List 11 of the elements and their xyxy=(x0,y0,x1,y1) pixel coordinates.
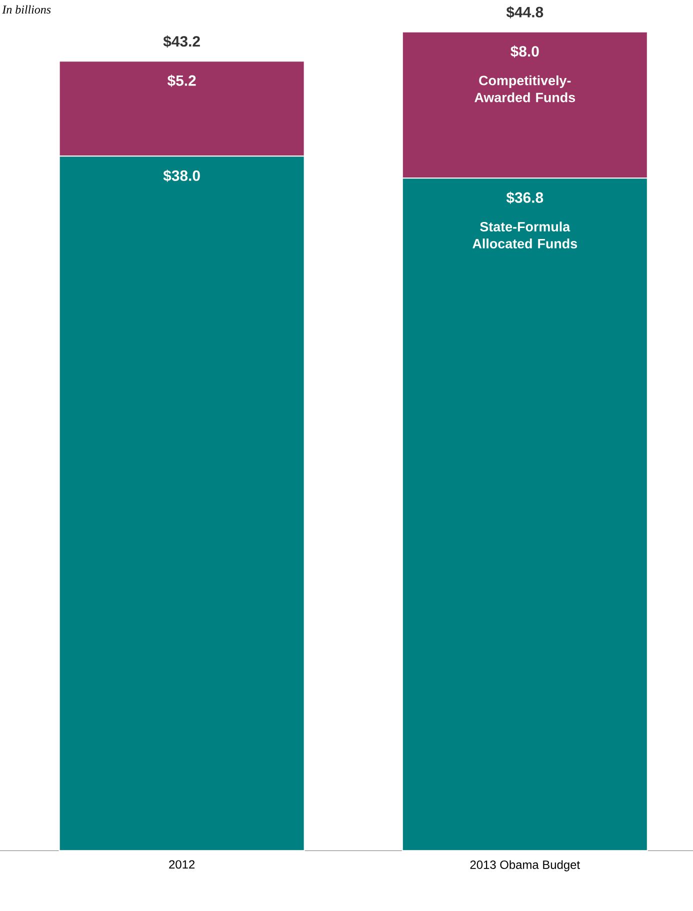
data-label: $38.0 xyxy=(163,170,200,182)
chart-subtitle: In billions xyxy=(2,5,51,14)
data-label: $8.0 xyxy=(510,45,539,58)
total-label: $43.2 xyxy=(163,35,200,48)
x-tick-label: 2012 xyxy=(169,860,195,869)
x-tick-label: 2013 Obama Budget xyxy=(470,860,580,872)
series-label: Competitively-Awarded Funds xyxy=(474,75,576,102)
data-label: $36.8 xyxy=(506,192,544,204)
total-label: $44.8 xyxy=(506,6,544,18)
series-label: State-Formula Allocated Funds xyxy=(472,222,578,248)
data-label: $5.2 xyxy=(167,74,196,87)
